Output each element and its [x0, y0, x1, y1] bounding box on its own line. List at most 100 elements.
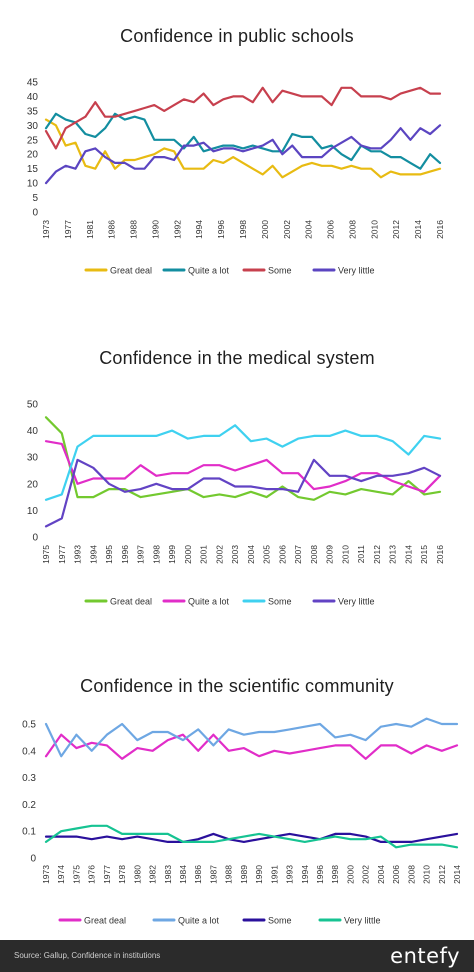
x-tick-label: 2006	[277, 545, 287, 564]
x-tick-label: 1990	[254, 865, 264, 884]
x-tick-label: 2016	[435, 220, 445, 239]
series-line-very-little	[44, 458, 442, 528]
legend-label: Some	[268, 266, 292, 276]
y-tick-label: 10	[27, 506, 39, 517]
x-tick-label: 2010	[340, 545, 350, 564]
y-tick-label: 25	[27, 135, 39, 146]
x-tick-label: 2000	[260, 220, 270, 239]
x-tick-label: 1991	[269, 865, 279, 884]
legend-label: Some	[268, 597, 292, 607]
x-tick-label: 2008	[406, 865, 416, 884]
footer-bar: Source: Gallup, Confidence in institutio…	[0, 940, 474, 972]
x-tick-label: 1988	[129, 220, 139, 239]
x-tick-label: 2000	[345, 865, 355, 884]
x-tick-label: 1975	[41, 545, 51, 564]
legend-label: Great deal	[110, 597, 152, 607]
x-tick-label: 1987	[208, 865, 218, 884]
chart-3-title: Confidence in the scientific community	[80, 676, 394, 696]
chart-3-scientific-community: 0 0.1 0.2 0.3 0.4 0.5 1973 1974 1975 1976 1977 1978…	[22, 717, 462, 926]
x-tick-label: 1996	[315, 865, 325, 884]
x-tick-label: 1984	[178, 865, 188, 884]
x-tick-label: 1976	[87, 865, 97, 884]
x-tick-label: 1998	[238, 220, 248, 239]
x-tick-label: 1983	[163, 865, 173, 884]
x-tick-label: 2001	[199, 545, 209, 564]
chart-1-title: Confidence in public schools	[120, 26, 354, 46]
x-tick-label: 2008	[309, 545, 319, 564]
legend-label: Great deal	[110, 266, 152, 276]
x-tick-label: 2002	[361, 865, 371, 884]
y-tick-label: 0	[30, 854, 36, 865]
x-tick-label: 1994	[194, 220, 204, 239]
x-tick-label: 1973	[41, 220, 51, 239]
legend-label: Some	[268, 916, 292, 926]
x-tick-label: 2012	[437, 865, 447, 884]
x-tick-label: 1994	[88, 545, 98, 564]
x-tick-label: 2010	[422, 865, 432, 884]
x-tick-label: 1986	[193, 865, 203, 884]
x-tick-label: 1978	[117, 865, 127, 884]
x-tick-label: 2004	[246, 545, 256, 564]
x-tick-label: 2014	[403, 545, 413, 564]
series-line-great-deal	[44, 118, 442, 179]
x-tick-label: 2002	[214, 545, 224, 564]
chart-2-medical-system: 0 10 20 30 40 50 1975 1977 1993 1994 1995 1996 1997 1…	[27, 400, 445, 607]
x-tick-label: 2004	[304, 220, 314, 239]
x-tick-label: 1997	[136, 545, 146, 564]
y-tick-label: 0.4	[22, 746, 36, 757]
y-tick-label: 45	[27, 78, 39, 89]
x-tick-label: 2000	[183, 545, 193, 564]
x-tick-label: 1995	[104, 545, 114, 564]
series-line-some	[44, 424, 442, 501]
series-line-quite-a-lot	[44, 717, 459, 758]
y-tick-label: 30	[27, 121, 39, 132]
x-tick-label: 1982	[148, 865, 158, 884]
y-tick-label: 5	[32, 193, 38, 204]
x-tick-label: 1974	[56, 865, 66, 884]
series-line-some	[44, 86, 442, 150]
x-tick-label: 1973	[41, 865, 51, 884]
y-tick-label: 40	[27, 92, 39, 103]
x-tick-label: 2010	[369, 220, 379, 239]
x-tick-label: 2011	[356, 545, 366, 564]
x-tick-label: 2004	[376, 865, 386, 884]
x-tick-label: 2014	[413, 220, 423, 239]
x-tick-label: 1980	[132, 865, 142, 884]
x-tick-label: 2006	[391, 865, 401, 884]
x-tick-label: 1981	[85, 220, 95, 239]
series-line-great-deal	[44, 733, 459, 760]
x-tick-label: 1989	[239, 865, 249, 884]
legend-label: Quite a lot	[188, 266, 230, 276]
legend-label: Very little	[338, 597, 375, 607]
y-tick-label: 20	[27, 150, 39, 161]
y-tick-label: 50	[27, 400, 39, 411]
x-tick-label: 1977	[63, 220, 73, 239]
series-line-quite-a-lot	[44, 440, 442, 493]
y-tick-label: 0	[32, 533, 38, 544]
x-tick-label: 1993	[285, 865, 295, 884]
x-tick-label: 1996	[120, 545, 130, 564]
y-tick-label: 0.5	[22, 720, 36, 731]
x-tick-label: 1986	[107, 220, 117, 239]
x-tick-label: 2012	[372, 545, 382, 564]
x-tick-label: 1993	[73, 545, 83, 564]
y-tick-label: 0.1	[22, 827, 36, 838]
y-tick-label: 10	[27, 179, 39, 190]
series-line-quite-a-lot	[44, 112, 442, 170]
x-tick-label: 2013	[388, 545, 398, 564]
source-note: Source: Gallup, Confidence in institutio…	[14, 951, 161, 960]
x-tick-label: 1998	[330, 865, 340, 884]
chart-2-title: Confidence in the medical system	[99, 348, 375, 368]
x-tick-label: 2008	[347, 220, 357, 239]
y-tick-label: 15	[27, 164, 39, 175]
y-tick-label: 40	[27, 426, 39, 437]
x-tick-label: 1977	[102, 865, 112, 884]
x-tick-label: 1999	[167, 545, 177, 564]
x-tick-label: 1975	[71, 865, 81, 884]
legend-label: Great deal	[84, 916, 126, 926]
series-line-very-little	[44, 824, 459, 849]
x-tick-label: 1988	[224, 865, 234, 884]
x-tick-label: 2009	[325, 545, 335, 564]
x-tick-label: 1996	[216, 220, 226, 239]
legend-label: Quite a lot	[188, 597, 230, 607]
